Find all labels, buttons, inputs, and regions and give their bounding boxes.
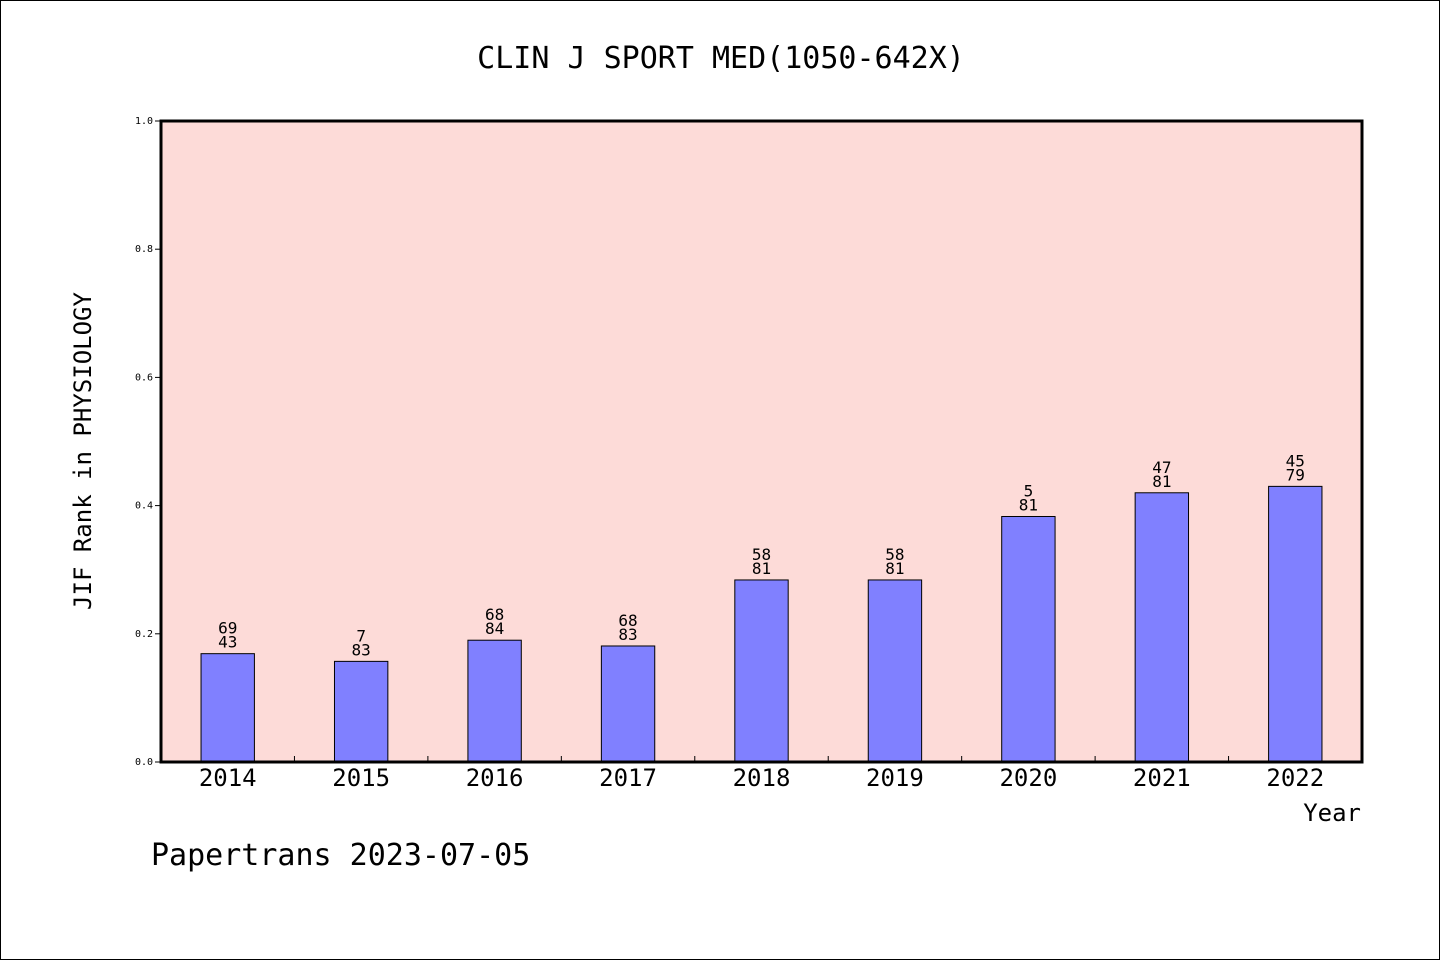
bar-2022 (1268, 485, 1323, 763)
bar-label-bottom-2019: 81 (885, 559, 904, 578)
y-tick-label: 1.0 (135, 116, 153, 127)
bar-2019 (867, 579, 923, 763)
bar-label-bottom-2022: 79 (1286, 465, 1305, 484)
bar-label-top-2016: 68 (485, 605, 504, 624)
footer-text: Papertrans 2023-07-05 (151, 838, 530, 873)
x-axis: 2014 2015 2016 2017 2018 2019 2020 2021 2022 (199, 756, 1324, 792)
chart-title: CLIN J SPORT MED(1050-642X) (477, 41, 965, 76)
bar-2021 (1134, 492, 1190, 763)
y-tick-label: 0.4 (135, 501, 153, 512)
bar-2018 (734, 579, 789, 763)
y-axis: 0.0 0.2 0.4 0.6 0.8 1.0 (135, 116, 161, 768)
x-tick-label-2020: 2020 (999, 764, 1057, 792)
x-tick-label-2017: 2017 (599, 764, 657, 792)
bar-label-top-2019: 58 (885, 545, 904, 564)
bar-label-bottom-2016: 84 (485, 619, 504, 638)
bar-label-top-2017: 68 (618, 611, 637, 630)
bar-2017 (600, 645, 656, 763)
bar-label-top-2021: 47 (1152, 458, 1171, 477)
bar-label-top-2022: 45 (1286, 451, 1305, 470)
y-tick-label: 0.6 (135, 372, 153, 383)
bar-label-top-2018: 58 (752, 545, 771, 564)
x-tick-label-2019: 2019 (866, 764, 924, 792)
plot-border (159, 119, 1364, 764)
x-tick-label-2021: 2021 (1133, 764, 1191, 792)
bar-label-top-2014: 69 (218, 619, 237, 638)
bar-label-bottom-2021: 81 (1152, 472, 1171, 491)
bar-2015 (333, 660, 389, 763)
x-tick-label-2022: 2022 (1266, 764, 1324, 792)
x-tick-label-2014: 2014 (199, 764, 257, 792)
bar-2014 (200, 653, 255, 763)
x-tick-label-2016: 2016 (466, 764, 524, 792)
x-tick-label-2015: 2015 (332, 764, 390, 792)
x-tick-label-2018: 2018 (733, 764, 791, 792)
bar-label-bottom-2014: 43 (218, 633, 237, 652)
bar-label-top-2015: 7 (356, 626, 366, 645)
y-tick-label: 0.0 (135, 757, 153, 768)
bar-label-bottom-2017: 83 (618, 625, 637, 644)
bar-label-bottom-2015: 83 (352, 640, 371, 659)
bar-label-bottom-2018: 81 (752, 559, 771, 578)
bar-label-bottom-2020: 81 (1019, 495, 1038, 514)
bar-2020 (1001, 515, 1056, 763)
bar-2016 (467, 639, 522, 763)
bar-label-top-2020: 5 (1024, 481, 1034, 500)
x-axis-label: Year (1303, 799, 1361, 827)
bars-layer (200, 485, 1323, 763)
y-tick-label: 0.8 (135, 244, 153, 255)
y-axis-label: JIF Rank in PHYSIOLOGY (69, 292, 97, 610)
y-tick-label: 0.2 (135, 629, 153, 640)
